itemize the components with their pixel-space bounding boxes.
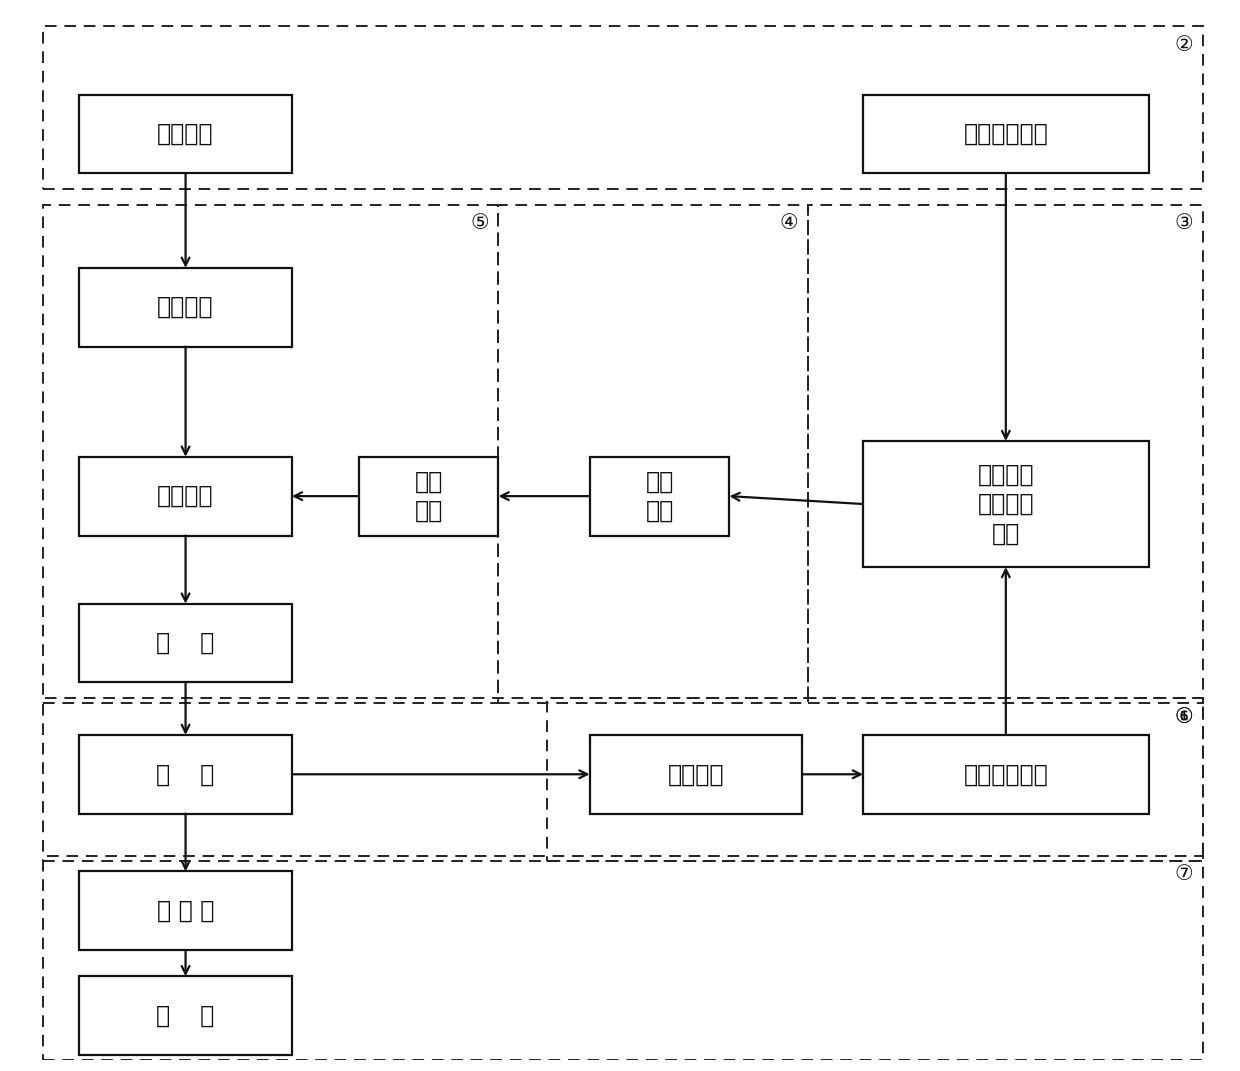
Bar — [42, 27, 1203, 190]
Bar — [358, 456, 498, 536]
Text: ③: ③ — [1174, 213, 1194, 233]
Bar — [79, 872, 291, 950]
Bar — [589, 456, 729, 536]
Text: 合模
装配: 合模 装配 — [645, 469, 673, 523]
Text: ②: ② — [1174, 35, 1194, 55]
Bar — [79, 456, 291, 536]
Text: ⑦: ⑦ — [1174, 864, 1194, 884]
Bar — [42, 856, 1203, 1060]
Bar — [589, 735, 802, 814]
Text: ⑥: ⑥ — [1174, 707, 1194, 726]
Bar — [547, 698, 1203, 861]
Text: 制    品: 制 品 — [156, 1004, 215, 1028]
Bar — [79, 268, 291, 347]
Text: 固    化: 固 化 — [156, 631, 215, 655]
Bar — [79, 94, 291, 174]
Bar — [79, 735, 291, 814]
Text: 树脂注射: 树脂注射 — [157, 484, 213, 508]
Bar — [42, 698, 1203, 861]
Text: 混配树脂: 混配树脂 — [157, 296, 213, 319]
Bar — [79, 604, 291, 682]
Text: 脱    模: 脱 模 — [156, 763, 215, 786]
Text: ①: ① — [1174, 707, 1194, 726]
Bar — [863, 441, 1148, 567]
Bar — [79, 977, 291, 1055]
Text: 后 处 理: 后 处 理 — [157, 899, 215, 923]
Text: ④: ④ — [780, 213, 799, 233]
Text: 准备模具系统: 准备模具系统 — [963, 763, 1048, 786]
Text: 清理模具: 清理模具 — [667, 763, 724, 786]
Text: 准备增强材料: 准备增强材料 — [963, 122, 1048, 146]
Bar — [498, 205, 808, 704]
Bar — [808, 205, 1203, 704]
Text: ⑤: ⑤ — [470, 213, 489, 233]
Text: 密封
检验: 密封 检验 — [414, 469, 443, 523]
Bar — [42, 205, 498, 704]
Bar — [863, 735, 1148, 814]
Text: 制备纤维
增强预成
形体: 制备纤维 增强预成 形体 — [977, 463, 1034, 546]
Bar — [863, 94, 1148, 174]
Text: 准备树脂: 准备树脂 — [157, 122, 213, 146]
